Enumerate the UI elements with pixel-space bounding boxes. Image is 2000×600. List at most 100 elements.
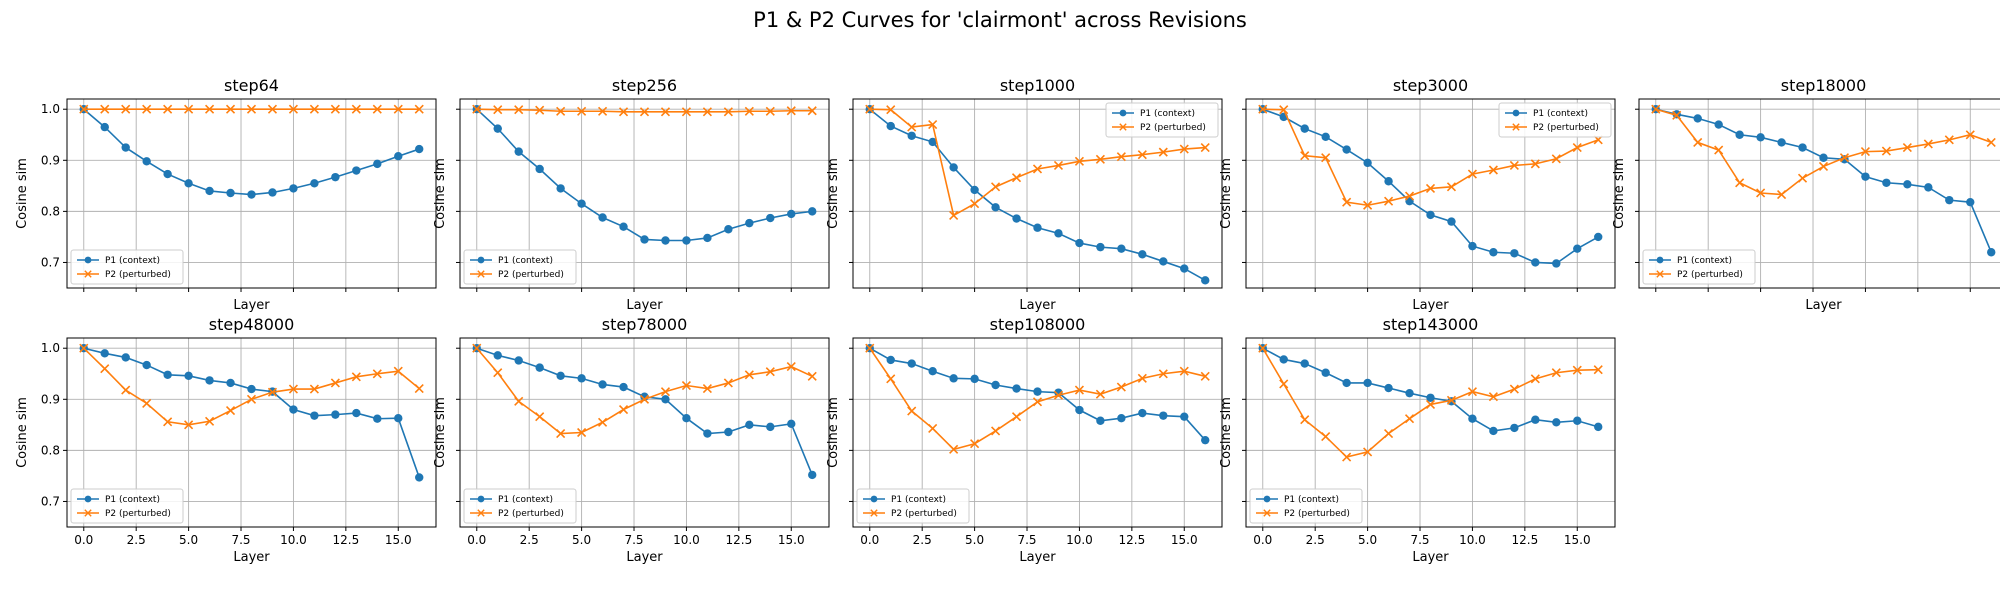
point-p1 [1531, 415, 1540, 424]
point-p1 [535, 164, 544, 174]
point-p2 [205, 104, 215, 114]
legend-label-p2: P2 (perturbed) [498, 270, 564, 280]
point-p2 [1279, 105, 1289, 115]
point-p1 [1012, 384, 1021, 393]
point-p1 [1468, 414, 1477, 423]
point-p2 [1488, 392, 1498, 402]
y-tick-label: 1.0 [41, 102, 60, 116]
plot-area [1258, 104, 1603, 268]
point-p1 [331, 410, 340, 419]
point-p2 [1965, 130, 1975, 140]
x-tick-label: 10.0 [1459, 533, 1486, 547]
x-tick-label: 0.0 [467, 533, 486, 547]
point-p1 [1201, 276, 1210, 285]
point-p2 [309, 104, 319, 114]
point-p1 [1321, 132, 1330, 141]
y-tick-label: 1.0 [41, 341, 60, 355]
point-p2 [1300, 415, 1310, 425]
point-p2 [865, 104, 875, 114]
legend-label-p1: P1 (context) [498, 495, 553, 505]
point-p2 [970, 199, 980, 209]
point-p2 [121, 385, 131, 395]
point-p2 [1053, 160, 1064, 170]
legend-marker-circle [477, 256, 485, 264]
point-p1 [766, 422, 775, 432]
point-p2 [702, 384, 712, 394]
legend-box [856, 488, 970, 524]
legend-marker-circle [870, 495, 878, 503]
point-p1 [142, 157, 151, 166]
point-p2 [1714, 145, 1724, 155]
point-p1 [598, 213, 607, 222]
point-p1 [1987, 248, 1996, 257]
point-p1 [373, 414, 382, 423]
axes-frame [852, 98, 1223, 289]
point-p2 [556, 106, 566, 116]
legend-label-p2: P2 (perturbed) [105, 270, 171, 280]
point-p2 [618, 107, 629, 117]
legend-box [1249, 488, 1363, 524]
point-p2 [639, 394, 650, 404]
legend-marker-circle [477, 495, 485, 503]
point-p2 [765, 106, 775, 116]
x-tick-label: 7.5 [1017, 533, 1036, 547]
point-p2 [949, 444, 959, 454]
point-p1 [745, 218, 754, 228]
legend-marker-x [84, 270, 92, 278]
point-p1 [1096, 416, 1105, 425]
point-p1 [1117, 413, 1126, 423]
point-p1 [394, 413, 403, 423]
legend-marker-x [1119, 123, 1127, 131]
point-p1 [1573, 244, 1582, 253]
point-p1 [577, 199, 586, 208]
point-p1 [1033, 223, 1042, 232]
point-p1 [1903, 180, 1912, 189]
point-p1 [1075, 405, 1084, 415]
point-p2 [1032, 397, 1043, 407]
point-p2 [886, 374, 896, 384]
legend-marker-circle [84, 495, 92, 503]
point-p1 [1201, 435, 1210, 445]
plot-area [472, 104, 817, 245]
point-p2 [1509, 384, 1519, 394]
point-p1 [142, 360, 151, 370]
point-p2 [577, 427, 587, 438]
panel-step48000: step48000 0.0 2.5 5.0 7.5 10.0 12.5 15.0 0.7 0.8 0… [15, 315, 437, 565]
point-p2 [493, 105, 503, 115]
x-axis-label: Layer [233, 550, 270, 565]
point-p1 [1924, 183, 1933, 192]
point-p1 [1342, 378, 1351, 388]
panel-step64: step64 0.7 0.8 0.9 1.0 Layer Cosine sim P1 (con… [15, 76, 437, 313]
point-p1 [991, 203, 1000, 212]
legend: P1 (context) P2 (perturbed) [1642, 249, 1756, 285]
y-axis-label: Cosine sim [1219, 158, 1234, 229]
legend-box [70, 249, 184, 285]
point-p2 [142, 104, 152, 114]
point-p2 [1425, 183, 1436, 193]
panel-title: step64 [224, 76, 279, 95]
point-p1 [184, 371, 193, 380]
point-p2 [1467, 169, 1477, 179]
panel-step108000: step108000 0.0 2.5 5.0 7.5 10.0 12.5 15.0 Layer C… [826, 315, 1223, 565]
point-p2 [1839, 153, 1850, 163]
point-p2 [79, 343, 89, 353]
point-p2 [1777, 189, 1787, 200]
legend-marker-x [477, 509, 485, 517]
point-p1 [886, 355, 895, 365]
point-p1 [682, 413, 691, 423]
x-tick-label: 5.0 [179, 533, 198, 547]
point-p1 [268, 188, 277, 197]
point-p2 [660, 107, 671, 117]
point-p2 [1488, 165, 1498, 175]
y-tick-label: 0.8 [41, 443, 60, 457]
point-p1 [1426, 210, 1435, 220]
legend: P1 (context) P2 (perturbed) [1105, 102, 1219, 138]
point-p2 [681, 107, 691, 117]
point-p1 [163, 370, 172, 379]
point-p1 [787, 209, 796, 219]
point-p1 [1819, 153, 1828, 162]
point-p1 [1468, 241, 1477, 251]
legend-label-p2: P2 (perturbed) [1533, 123, 1599, 133]
point-p2 [723, 378, 733, 388]
y-tick-label: 0.9 [41, 392, 60, 406]
